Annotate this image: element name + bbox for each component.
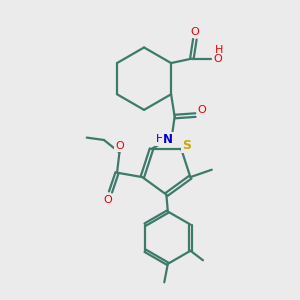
Text: N: N: [163, 133, 173, 146]
Text: S: S: [182, 139, 191, 152]
Text: O: O: [198, 105, 206, 115]
Text: O: O: [103, 195, 112, 205]
Text: O: O: [190, 27, 199, 37]
Text: H: H: [156, 134, 165, 144]
Text: H: H: [215, 45, 223, 55]
Text: O: O: [214, 54, 222, 64]
Text: O: O: [115, 141, 124, 151]
